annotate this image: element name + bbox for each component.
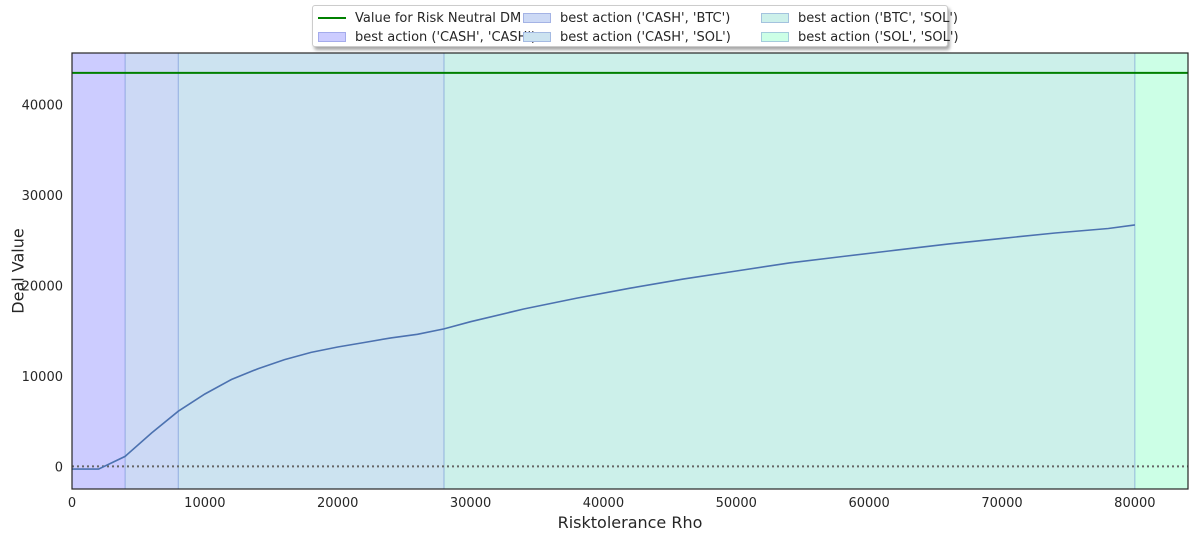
legend-item: best action ('CASH', 'SOL') — [523, 28, 731, 46]
legend-patch-swatch — [761, 13, 789, 23]
legend-item: best action ('CASH', 'BTC') — [523, 9, 730, 27]
legend-patch-swatch — [761, 32, 789, 42]
x-tick-labels: 0 10000 20000 30000 40000 50000 60000 70000 8000… — [68, 496, 1156, 511]
x-tick-label: 0 — [68, 496, 76, 511]
legend-item: Value for Risk Neutral DM — [318, 9, 521, 27]
legend-label: best action ('BTC', 'SOL') — [798, 10, 959, 26]
region-borders — [124, 53, 1136, 489]
legend-label: best action ('SOL', 'SOL') — [798, 29, 959, 45]
x-tick-label: 40000 — [583, 496, 624, 511]
series-line-0 — [72, 224, 1136, 470]
y-tick-label: 20000 — [22, 279, 63, 294]
legend-item: best action ('SOL', 'SOL') — [761, 28, 959, 46]
x-tick-label: 70000 — [981, 496, 1022, 511]
x-tick-label: 60000 — [848, 496, 889, 511]
region-3 — [444, 53, 1135, 489]
reference-lines — [72, 71, 1188, 468]
legend-label: best action ('CASH', 'SOL') — [560, 29, 731, 45]
y-axis-label: Deal Value — [9, 228, 28, 313]
legend-label: best action ('CASH', 'CASH') — [355, 29, 537, 45]
y-tick-label: 30000 — [22, 189, 63, 204]
y-tick-label: 40000 — [22, 99, 63, 114]
legend-patch-swatch — [523, 13, 551, 23]
x-tick-label: 10000 — [184, 496, 225, 511]
x-tick-label: 80000 — [1114, 496, 1155, 511]
legend-item: best action ('CASH', 'CASH') — [318, 28, 536, 46]
region-0 — [72, 53, 126, 489]
y-tick-label: 10000 — [22, 370, 63, 385]
y-tick-label: 0 — [55, 460, 63, 475]
legend-patch-swatch — [523, 32, 551, 42]
region-1 — [125, 53, 179, 489]
plot-frame — [71, 52, 1189, 490]
legend-label: best action ('CASH', 'BTC') — [560, 10, 731, 26]
y-tick-labels: 0 10000 20000 30000 40000 — [22, 99, 63, 476]
x-tick-label: 50000 — [716, 496, 757, 511]
legend-line-swatch — [318, 17, 346, 19]
region-2 — [178, 53, 445, 489]
x-tick-label: 20000 — [317, 496, 358, 511]
action-regions — [72, 53, 1188, 489]
legend-label: Value for Risk Neutral DM — [355, 10, 522, 26]
x-tick-label: 30000 — [450, 496, 491, 511]
legend-item: best action ('BTC', 'SOL') — [761, 9, 958, 27]
series-group — [72, 224, 1136, 470]
region-4 — [1134, 53, 1188, 489]
legend: Value for Risk Neutral DM best action ('C… — [312, 5, 959, 47]
x-axis-label: Risktolerance Rho — [558, 513, 703, 532]
legend-patch-swatch — [318, 32, 346, 42]
